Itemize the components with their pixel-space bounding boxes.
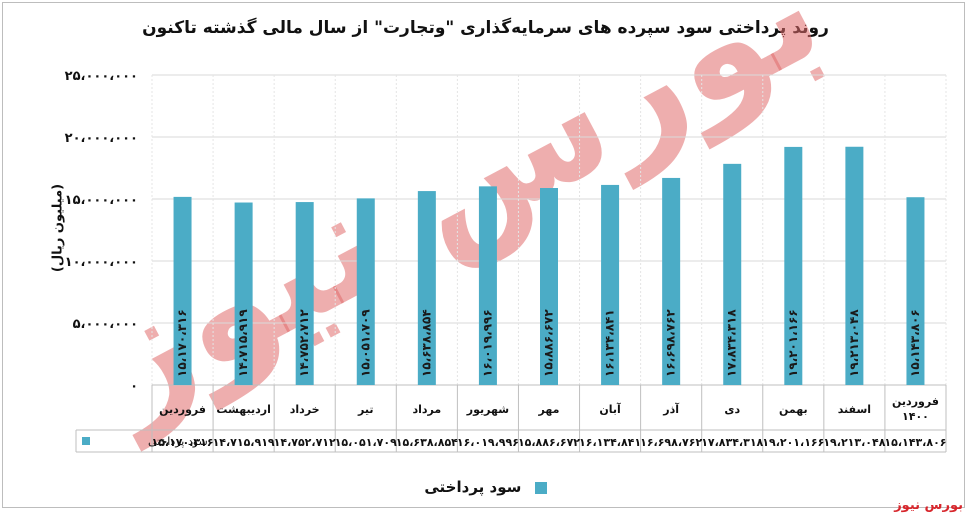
bar [906, 197, 925, 385]
x-tick-label: شهریور [466, 403, 509, 416]
brand-logo: بورس نیوز [894, 498, 963, 513]
legend: سود پرداختی [0, 478, 971, 496]
table-cell: ۱۶،۱۳۴،۸۴۱ [579, 436, 641, 449]
chart-title: روند پرداختی سود سپرده های سرمایه‌گذاری … [142, 18, 829, 38]
bar [356, 198, 375, 385]
table-cell: ۱۵،۱۴۳،۸۰۶ [884, 436, 946, 449]
x-tick-label: تیر [357, 403, 373, 416]
x-tick-label: خرداد [290, 403, 320, 416]
bar-data-label: ۱۶،۱۳۴،۸۴۱ [603, 309, 617, 377]
bar [295, 202, 314, 385]
y-tick-label: ۲۵،۰۰۰،۰۰۰ [65, 69, 138, 84]
bar [723, 163, 742, 385]
table-cell: ۱۵،۰۵۱،۷۰۹ [335, 436, 397, 449]
table-cell: ۱۵،۶۳۸،۸۵۴ [396, 436, 458, 449]
bar-data-label: ۱۵،۱۴۳،۸۰۶ [908, 309, 922, 377]
bar [478, 186, 497, 385]
bar-data-label: ۱۵،۱۷۰،۳۱۶ [175, 309, 189, 377]
x-tick-label: اردیبهشت [216, 403, 270, 416]
bar [417, 191, 436, 385]
bar-data-label: ۱۴،۷۱۵،۹۱۹ [236, 309, 250, 377]
table-legend-key [82, 437, 90, 445]
bar-data-label: ۱۶،۰۱۹،۹۹۶ [480, 309, 494, 377]
table-cell: ۱۶،۰۱۹،۹۹۶ [457, 436, 519, 449]
x-tick-label: آذر [662, 402, 679, 416]
x-tick-label: مرداد [412, 403, 441, 416]
table-cell: ۱۴،۷۵۲،۷۱۲ [274, 436, 336, 449]
bar-data-label: ۱۵،۶۳۸،۸۵۴ [419, 309, 433, 377]
bar [540, 188, 558, 385]
grid: ۰ ۵،۰۰۰،۰۰۰ ۱۰،۰۰۰،۰۰۰ ۱۵،۰۰۰،۰۰۰ ۲۰،۰۰۰،۰۰۰… [65, 69, 947, 394]
y-tick-label: ۵،۰۰۰،۰۰۰ [73, 317, 138, 332]
bar-data-label: ۱۹،۲۱۳،۰۴۸ [847, 309, 861, 377]
bar [173, 196, 192, 385]
x-tick-label: دی [724, 403, 740, 416]
table-cell: ۱۵،۱۷۰،۳۱۶ [151, 436, 213, 449]
bars: ۱۵،۱۷۰،۳۱۶ فروردین ۱۴،۷۱۵،۹۱۹ اردیبهشت ۱۴،۷۵… [159, 146, 939, 423]
table-cell: ۱۷،۸۳۴،۳۱۸ [701, 436, 763, 449]
bar [784, 146, 803, 385]
y-tick-label: ۲۰،۰۰۰،۰۰۰ [65, 131, 138, 146]
bar-data-label: ۱۶،۶۹۸،۷۶۲ [664, 309, 678, 377]
y-tick-label: ۰ [130, 379, 138, 394]
x-tick-label: فروردین ۱۴۰۰ [892, 395, 939, 423]
bar-data-label: ۱۷،۸۳۴،۳۱۸ [725, 309, 739, 377]
legend-swatch [534, 481, 547, 494]
bar-data-label: ۱۵،۰۵۱،۷۰۹ [358, 309, 372, 377]
table-cell: ۱۶،۶۹۸،۷۶۲ [640, 436, 702, 449]
x-tick-label: آبان [599, 402, 621, 416]
table-series-label: سود پرداختی [148, 435, 208, 448]
y-tick-label: ۱۰،۰۰۰،۰۰۰ [65, 255, 138, 270]
bar [662, 177, 681, 385]
table-cell: ۱۹،۲۱۳،۰۴۸ [823, 436, 885, 449]
data-table: سود پرداختی۱۵،۱۷۰،۳۱۶۱۴،۷۱۵،۹۱۹۱۴،۷۵۲،۷۱… [75, 385, 947, 453]
x-tick-label: مهر [538, 403, 560, 416]
x-tick-label: بهمن [779, 403, 808, 416]
legend-label: سود پرداختی [424, 478, 522, 496]
bar [234, 202, 253, 385]
x-tick-label: فروردین [159, 403, 206, 416]
bar [601, 184, 620, 385]
table-cell: ۱۹،۲۰۱،۱۶۶ [762, 436, 824, 449]
bar-data-label: ۱۵،۸۸۶،۶۷۲ [542, 309, 556, 377]
bar-data-label: ۱۹،۲۰۱،۱۶۶ [786, 309, 800, 377]
x-tick-label: اسفند [838, 403, 871, 416]
bar-data-label: ۱۴،۷۵۲،۷۱۲ [297, 309, 311, 377]
chart-frame [2, 2, 965, 508]
table-cell: ۱۴،۷۱۵،۹۱۹ [213, 436, 275, 449]
bar [845, 146, 864, 385]
y-tick-label: ۱۵،۰۰۰،۰۰۰ [65, 193, 138, 208]
table-cell: ۱۵،۸۸۶،۶۷۲ [518, 436, 580, 449]
